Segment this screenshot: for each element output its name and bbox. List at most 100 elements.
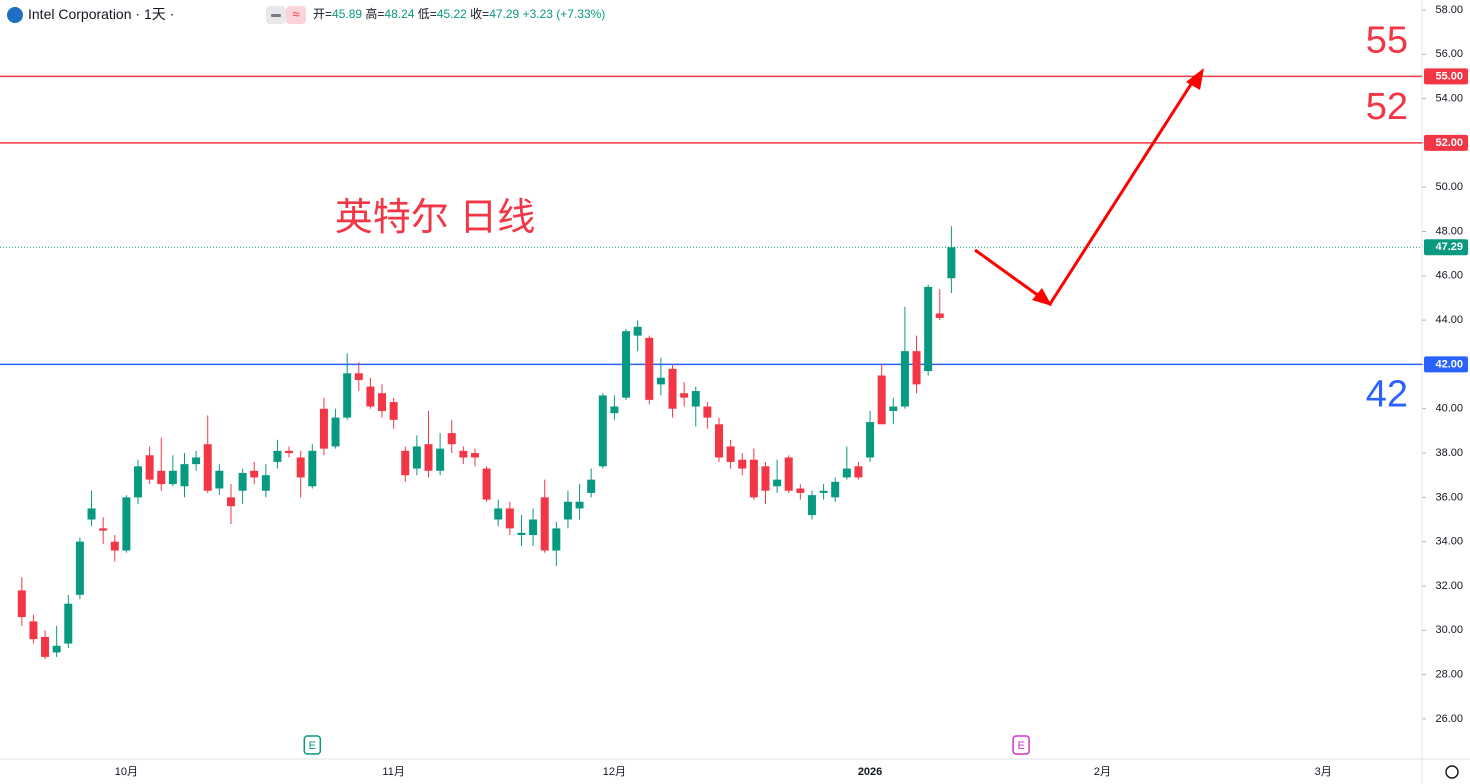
y-tick-label: 38.00 [1435,447,1463,459]
level-annotation: 42 [1366,373,1408,415]
candle-body [424,444,433,471]
candle-body [203,444,212,491]
candle-body [134,466,143,498]
candle-body [122,497,131,551]
level-tag-label: 42.00 [1435,358,1463,370]
candle-body [749,459,758,498]
candle-body [866,422,875,458]
candle-body [645,337,654,400]
candle-body [680,393,689,398]
candle-body [378,393,387,411]
candle-body [296,457,305,478]
symbol-name: Intel Corporation [28,6,132,22]
ohlc-value: 47.29 [489,7,519,21]
candle-body [900,351,909,407]
change: +3.23 [523,7,554,21]
candle-body [935,313,944,318]
y-tick-label: 44.00 [1435,314,1463,326]
candle-body [761,466,770,491]
ohlc-value: 48.24 [384,7,414,21]
candle-body [226,497,235,507]
y-tick-label: 28.00 [1435,668,1463,680]
candle-body [238,472,247,491]
candle-body [842,468,851,478]
x-tick-label: 10月 [115,766,138,778]
candle-body [261,475,270,491]
candle-body [331,417,340,447]
event-label: E [1017,740,1024,752]
candle-body [354,373,363,380]
event-label: E [309,740,316,752]
interval: 1天 [144,6,166,22]
candle-body [494,508,503,520]
candle-body [157,470,166,485]
y-tick-label: 34.00 [1435,536,1463,548]
candle-body [273,450,282,462]
candle-body [75,541,84,595]
ohlc-label: 高= [365,6,384,21]
ohlc-value: 45.89 [332,7,362,21]
candle-body [180,464,189,487]
symbol-title: Intel Corporation · 1天 · [28,6,174,22]
candle-body [715,424,723,458]
y-tick-label: 56.00 [1435,48,1463,60]
candle-body [41,636,50,657]
candle-body [308,450,317,487]
candle-body [110,541,119,551]
x-tick-label: 2026 [858,766,882,778]
x-tick-label: 11月 [382,766,404,778]
candle-body [622,331,631,398]
level-tag [1424,68,1468,85]
candle-body [819,490,828,493]
y-tick-label: 54.00 [1435,92,1463,104]
compare-icon: ≈ [292,6,299,21]
ohlc-label: 开= [313,7,332,21]
candle-body [807,495,816,516]
candle-body [64,603,73,644]
level-annotation: 52 [1366,86,1408,128]
arrow [974,68,1204,307]
candle-body [343,373,352,418]
candle-body [505,508,514,529]
candle-body [691,391,700,407]
candle-body [587,479,596,493]
candle-body [29,621,38,640]
candle-body [482,468,491,500]
candle-body [610,406,619,414]
x-tick-label: 12月 [603,766,626,778]
compare-button[interactable] [286,6,306,24]
change-percent: (+7.33%) [556,7,605,21]
candle-body [540,497,549,551]
level-tag [1424,356,1468,373]
candle-body [319,408,328,449]
candle-body [52,645,61,653]
annotation: 英特尔 日线 [335,197,536,239]
candle-body [436,448,445,471]
candle-body [529,519,538,536]
y-tick-label: 50.00 [1435,181,1463,193]
arrow-head [1186,68,1204,90]
y-tick-label: 36.00 [1435,491,1463,503]
candle-body [738,459,747,469]
candle-body [575,501,584,509]
candle-body [552,528,561,551]
candle-body [17,590,26,617]
candle-body [99,528,108,531]
candle-body [656,377,665,385]
arrow-head [1032,288,1052,306]
ohlc-values: 开=45.89 高=48.24 低=45.22 收=47.29 +3.23 (+… [313,6,605,21]
candle-body [447,433,456,445]
hide-icon [271,14,281,17]
candle-body [796,488,805,493]
level-tag-label: 52.00 [1435,137,1463,149]
candle-body [563,501,572,520]
candle-body [912,351,921,385]
settings-button[interactable] [1445,765,1459,779]
candle-body [854,466,863,478]
candle-body [215,470,224,489]
y-tick-label: 46.00 [1435,270,1463,282]
candle-body [517,532,526,536]
